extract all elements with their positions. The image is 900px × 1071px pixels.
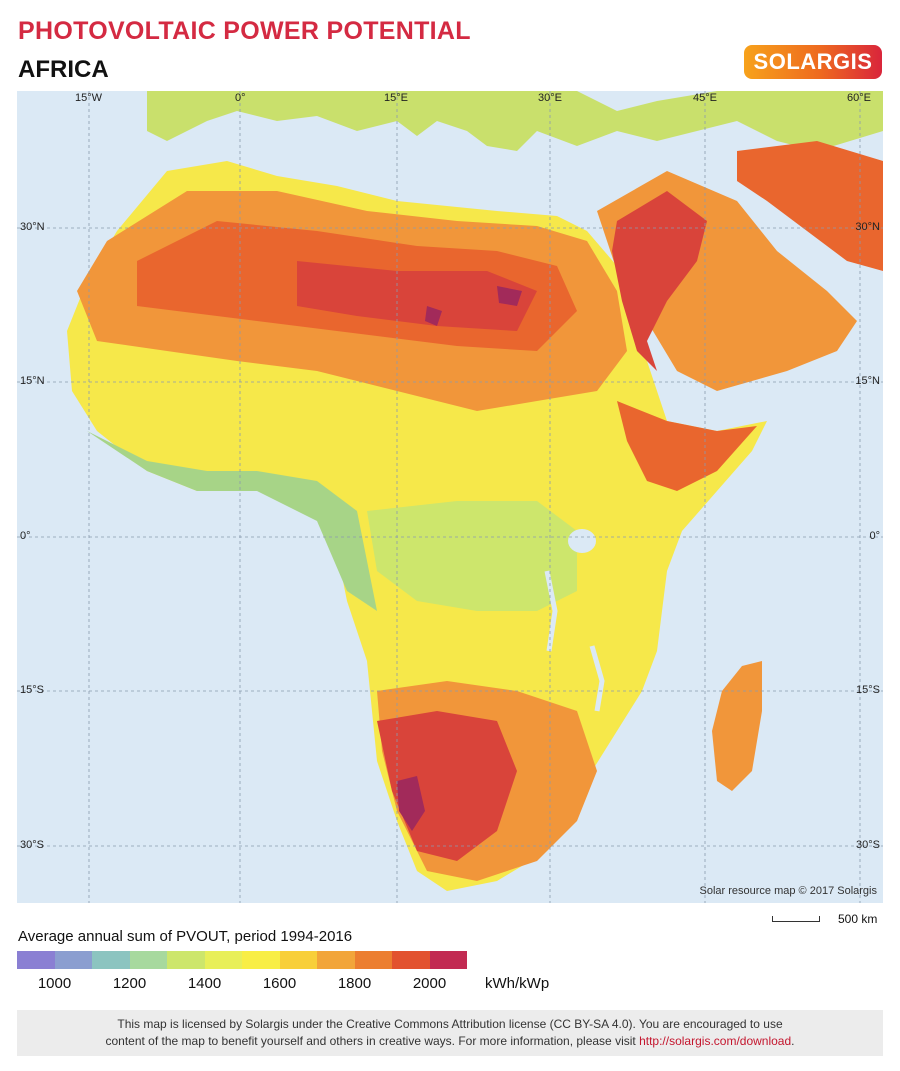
graticule-label-0-right: 0° xyxy=(869,530,880,542)
madagascar xyxy=(712,661,762,791)
download-link[interactable]: http://solargis.com/download xyxy=(639,1034,792,1048)
graticule-label-0: 0° xyxy=(235,92,246,104)
legend-swatch xyxy=(204,951,242,969)
graticule-label-30s-right: 30°S xyxy=(856,839,880,851)
legend-swatch xyxy=(242,951,280,969)
license-notice: This map is licensed by Solargis under t… xyxy=(17,1010,883,1056)
graticule-label-15w: 15°W xyxy=(75,92,103,104)
map-copyright: Solar resource map © 2017 Solargis xyxy=(699,885,877,897)
license-line-2-text: content of the map to benefit yourself a… xyxy=(105,1034,640,1048)
legend-tick: 1200 xyxy=(112,975,147,992)
graticule-label-15n-left: 15°N xyxy=(20,375,45,387)
arabia-red-zone xyxy=(612,191,707,371)
lake-malawi xyxy=(589,645,605,712)
license-line-1: This map is licensed by Solargis under t… xyxy=(117,1017,783,1031)
legend-tick: 1000 xyxy=(37,975,72,992)
scale-bar-label: 500 km xyxy=(838,912,878,926)
graticule-label-30n-left: 30°N xyxy=(20,221,45,233)
sahara-purple-spot xyxy=(497,286,522,306)
graticule-label-30s-left: 30°S xyxy=(20,839,44,851)
legend-swatch xyxy=(429,951,467,969)
legend-swatch xyxy=(92,951,130,969)
congo-green-zone xyxy=(367,501,577,611)
solargis-logo[interactable]: SOLARGIS xyxy=(744,45,882,79)
graticule-label-60e: 60°E xyxy=(847,92,871,104)
graticule-lines xyxy=(17,91,883,903)
namibia-purple-zone xyxy=(397,776,425,831)
graticule-label-15e: 15°E xyxy=(384,92,408,104)
legend-tick: 1400 xyxy=(187,975,222,992)
graticule-label-15s-left: 15°S xyxy=(20,684,44,696)
scale-bar-line xyxy=(772,916,820,922)
legend-swatch xyxy=(354,951,392,969)
graticule-label-30e: 30°E xyxy=(538,92,562,104)
sahara-red-zone xyxy=(297,261,537,331)
graticule-label-15s-right: 15°S xyxy=(856,684,880,696)
west-africa-green-zone xyxy=(87,431,377,611)
horn-of-africa-zone xyxy=(617,401,757,491)
africa-pvout-map: 15°W 0° 15°E 30°E 45°E 60°E 30°N 15°N 0°… xyxy=(17,91,883,903)
graticule-label-30n-right: 30°N xyxy=(855,221,880,233)
legend-tick: 2000 xyxy=(412,975,447,992)
graticule-label-0-left: 0° xyxy=(20,530,31,542)
graticule-label-45e: 45°E xyxy=(693,92,717,104)
europe-landmass xyxy=(147,91,883,151)
graticule-label-15n-right: 15°N xyxy=(855,375,880,387)
map-title: PHOTOVOLTAIC POWER POTENTIAL xyxy=(18,17,471,45)
legend-ticks: 1000 1200 1400 1600 1800 2000 xyxy=(17,975,467,995)
license-line-2-end: . xyxy=(791,1034,795,1048)
legend-swatch xyxy=(317,951,355,969)
legend-tick: 1600 xyxy=(262,975,297,992)
map-subtitle: AFRICA xyxy=(18,56,109,83)
legend-swatch xyxy=(129,951,167,969)
scale-bar: 500 km xyxy=(772,912,877,926)
legend-swatch xyxy=(392,951,430,969)
legend-swatch xyxy=(54,951,92,969)
legend-color-bar xyxy=(17,951,467,969)
legend-title: Average annual sum of PVOUT, period 1994… xyxy=(18,928,353,945)
map-canvas xyxy=(17,91,883,903)
iran-landmass xyxy=(737,141,883,271)
legend-unit: kWh/kWp xyxy=(485,975,550,992)
legend-swatch xyxy=(17,951,55,969)
lake-victoria xyxy=(568,529,596,553)
legend-tick: 1800 xyxy=(337,975,372,992)
license-line-2: content of the map to benefit yourself a… xyxy=(17,1033,883,1050)
sahara-purple-spot-2 xyxy=(425,306,442,326)
legend-swatch xyxy=(167,951,205,969)
legend-swatch xyxy=(279,951,317,969)
